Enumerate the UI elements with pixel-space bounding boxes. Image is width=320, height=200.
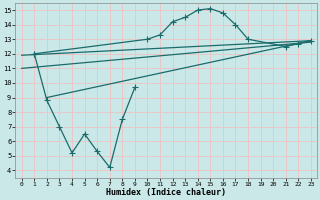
X-axis label: Humidex (Indice chaleur): Humidex (Indice chaleur) xyxy=(106,188,226,197)
